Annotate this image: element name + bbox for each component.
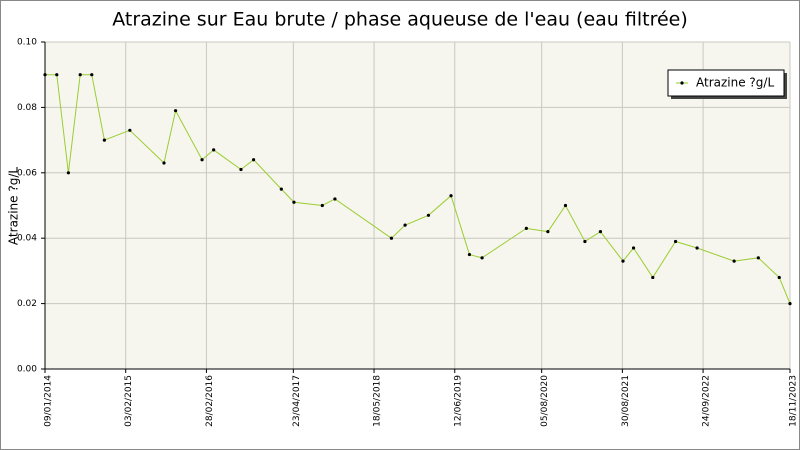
point <box>333 197 337 201</box>
point <box>90 73 94 77</box>
legend-label: Atrazine ?g/L <box>696 76 774 90</box>
point <box>320 203 324 208</box>
point <box>598 230 603 234</box>
point <box>403 223 407 227</box>
point <box>162 161 166 165</box>
legend-marker <box>680 81 684 85</box>
point <box>524 226 528 230</box>
point <box>583 239 587 244</box>
point <box>212 148 216 152</box>
x-tick-label: 18/11/2023 <box>789 375 799 427</box>
point <box>695 246 699 250</box>
point <box>449 194 453 198</box>
x-tick-label: 18/05/2018 <box>373 375 383 427</box>
x-tick-label: 23/04/2017 <box>292 375 302 427</box>
point <box>292 200 296 204</box>
point <box>279 187 283 191</box>
y-tick-label: 0.10 <box>17 38 37 48</box>
chart-title: Atrazine sur Eau brute / phase aqueuse d… <box>112 9 688 31</box>
y-tick-label: 0.08 <box>17 103 37 113</box>
plot-area <box>45 42 790 369</box>
point <box>546 230 550 234</box>
y-tick-label: 0.02 <box>17 299 37 309</box>
point <box>128 128 132 132</box>
point <box>173 109 178 113</box>
point <box>55 73 59 77</box>
point <box>777 275 781 280</box>
point <box>673 239 678 244</box>
point <box>200 158 204 162</box>
point <box>239 167 243 172</box>
y-tick-label: 0.06 <box>17 168 37 178</box>
point <box>480 256 484 260</box>
x-tick-label: 09/01/2014 <box>44 375 54 427</box>
x-tick-label: 05/08/2020 <box>540 375 550 427</box>
y-axis-label: Atrazine ?g/L <box>7 167 21 245</box>
point <box>651 275 655 280</box>
x-tick-label: 03/02/2015 <box>124 375 134 427</box>
x-tick-label: 30/08/2021 <box>621 375 631 427</box>
x-tick-label: 28/02/2016 <box>205 375 215 427</box>
x-tick-label: 12/06/2019 <box>453 375 463 427</box>
point <box>631 246 636 250</box>
point <box>756 256 760 260</box>
point <box>621 259 625 263</box>
point <box>732 259 736 263</box>
point <box>66 171 70 175</box>
point <box>43 73 47 77</box>
point <box>389 236 394 240</box>
x-tick-label: 24/09/2022 <box>702 375 712 427</box>
point <box>426 213 431 217</box>
y-tick-label: 0.00 <box>17 365 37 375</box>
y-tick-label: 0.04 <box>17 234 37 244</box>
point <box>102 138 106 142</box>
point <box>563 203 568 208</box>
point <box>788 302 792 306</box>
point <box>467 252 472 257</box>
point <box>252 158 256 162</box>
point <box>78 73 82 77</box>
